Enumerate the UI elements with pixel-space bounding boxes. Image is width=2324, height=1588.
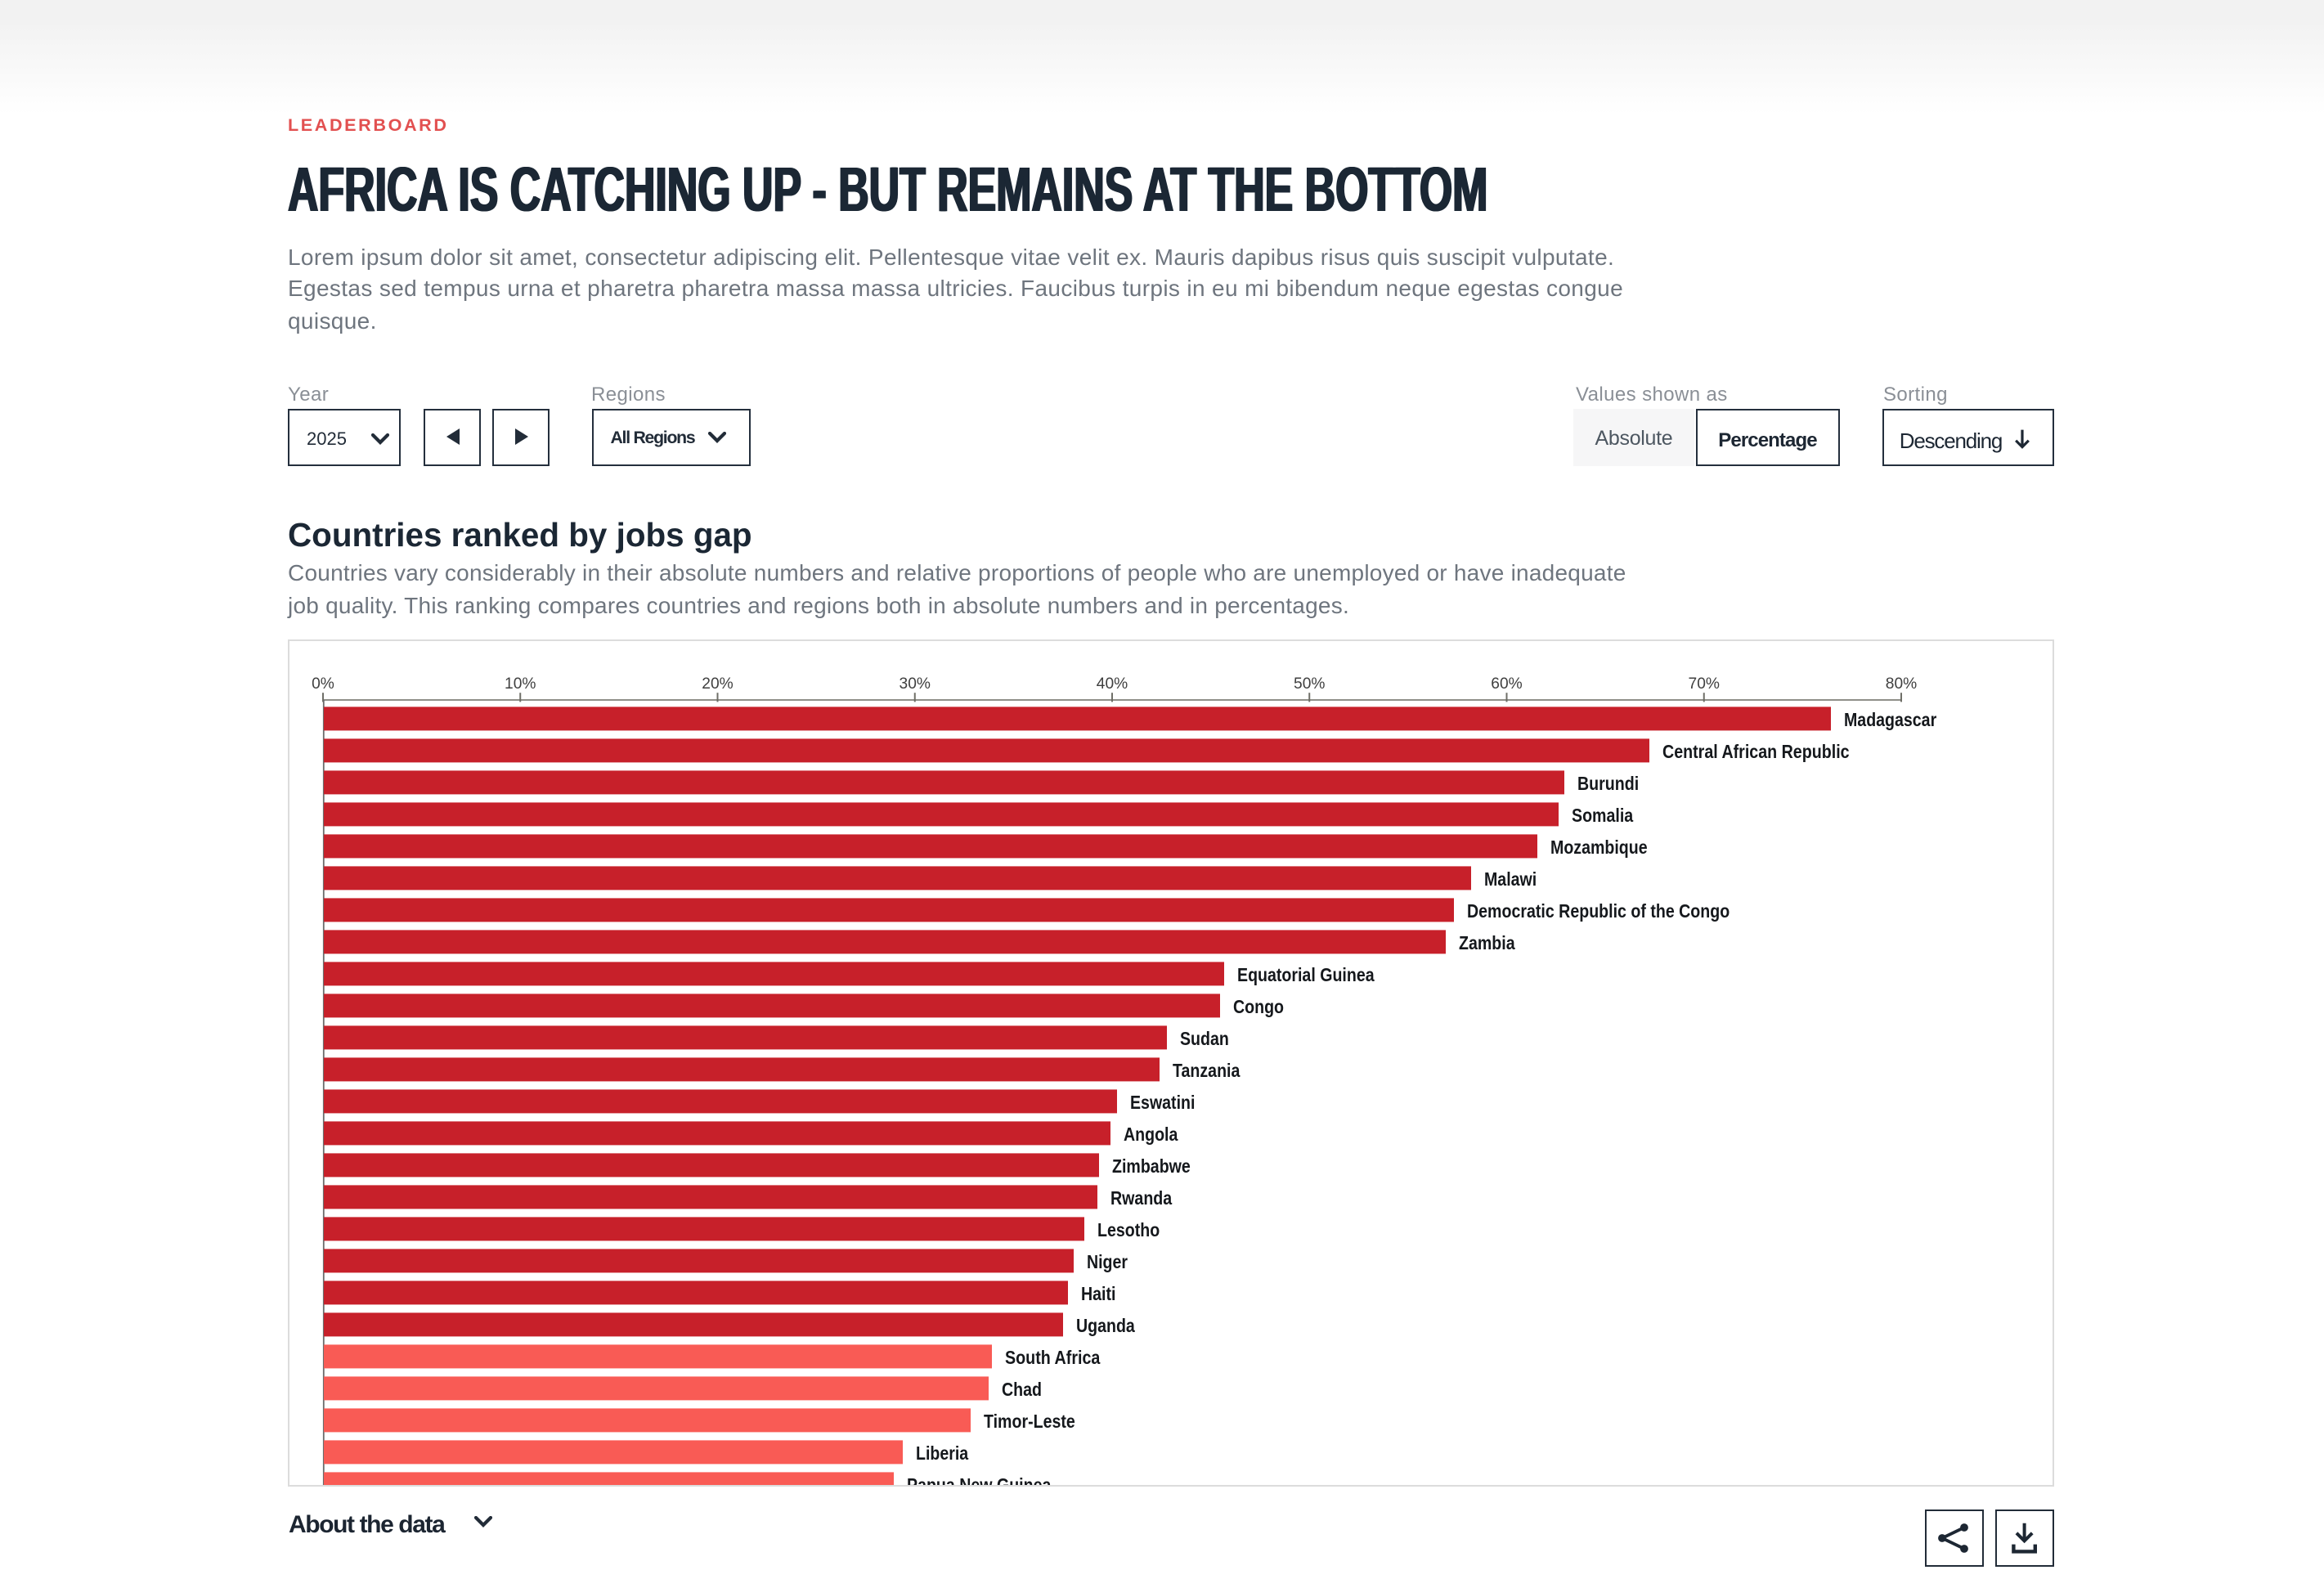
svg-text:Tanzania: Tanzania: [1173, 1059, 1241, 1080]
svg-text:Eswatini: Eswatini: [1130, 1091, 1195, 1112]
svg-text:Niger: Niger: [1087, 1250, 1128, 1272]
svg-text:30%: 30%: [900, 675, 931, 692]
svg-text:Zimbabwe: Zimbabwe: [1112, 1155, 1191, 1176]
svg-text:50%: 50%: [1294, 675, 1325, 692]
svg-text:10%: 10%: [505, 675, 536, 692]
svg-text:Lesotho: Lesotho: [1097, 1218, 1160, 1240]
svg-text:Somalia: Somalia: [1572, 804, 1633, 825]
svg-text:Chad: Chad: [1002, 1378, 1042, 1399]
svg-text:60%: 60%: [1491, 675, 1522, 692]
svg-text:20%: 20%: [702, 675, 733, 692]
svg-text:80%: 80%: [1886, 675, 1917, 692]
svg-text:Burundi: Burundi: [1577, 772, 1639, 793]
svg-text:70%: 70%: [1689, 675, 1720, 692]
svg-text:Democratic Republic of the Con: Democratic Republic of the Congo: [1467, 899, 1730, 921]
svg-text:40%: 40%: [1097, 675, 1128, 692]
svg-text:Rwanda: Rwanda: [1110, 1187, 1172, 1208]
svg-text:Madagascar: Madagascar: [1844, 708, 1936, 729]
svg-text:Mozambique: Mozambique: [1550, 836, 1648, 857]
svg-text:Equatorial Guinea: Equatorial Guinea: [1237, 963, 1375, 985]
svg-text:Uganda: Uganda: [1076, 1314, 1135, 1335]
svg-text:Malawi: Malawi: [1484, 868, 1537, 889]
svg-text:Angola: Angola: [1124, 1123, 1178, 1144]
svg-text:Congo: Congo: [1233, 995, 1284, 1016]
svg-text:0%: 0%: [312, 675, 334, 692]
svg-text:Sudan: Sudan: [1180, 1027, 1229, 1048]
svg-text:Zambia: Zambia: [1459, 931, 1515, 953]
svg-text:South Africa: South Africa: [1005, 1346, 1101, 1367]
svg-text:Papua New Guinea: Papua New Guinea: [907, 1474, 1052, 1487]
svg-text:Liberia: Liberia: [916, 1442, 968, 1463]
svg-text:Central African Republic: Central African Republic: [1662, 740, 1850, 761]
svg-text:Haiti: Haiti: [1081, 1282, 1115, 1303]
svg-text:Timor-Leste: Timor-Leste: [984, 1410, 1075, 1431]
